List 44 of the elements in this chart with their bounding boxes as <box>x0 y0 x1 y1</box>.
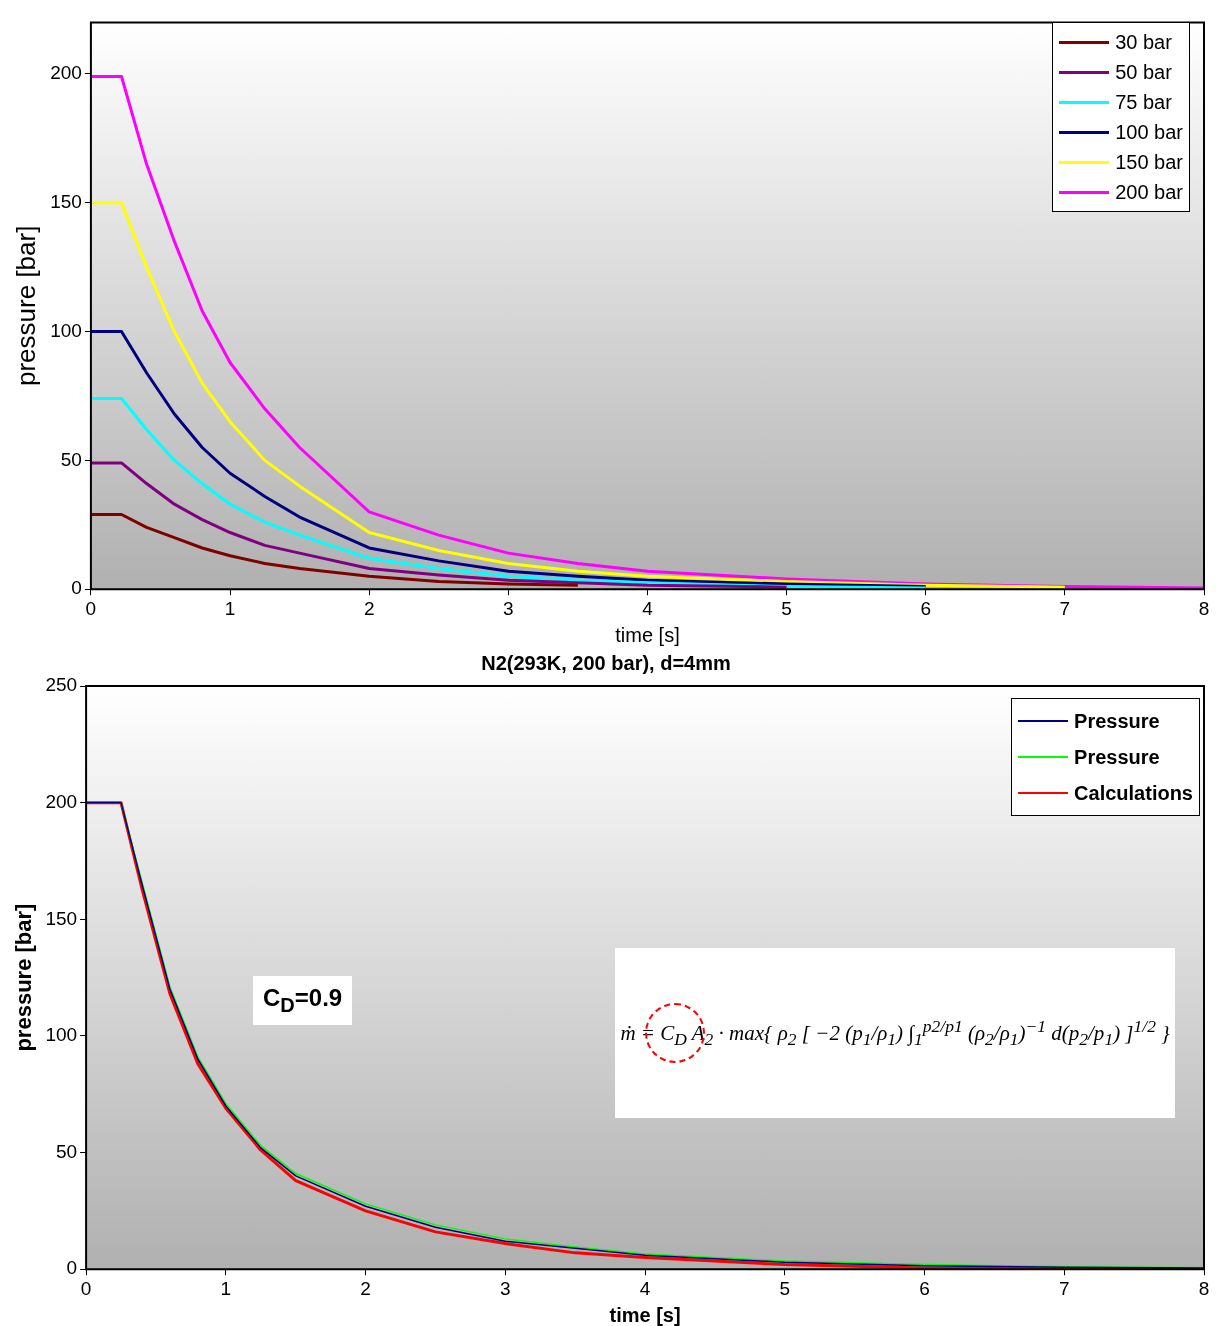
x-tick-label: 2 <box>360 1277 371 1299</box>
y-axis-title: pressure [bar] <box>11 903 37 1052</box>
x-tick-label: 7 <box>1058 1277 1070 1299</box>
y-tick-label: 100 <box>50 319 82 341</box>
y-tick-label: 50 <box>60 448 82 470</box>
y-tick-label: 200 <box>45 790 78 812</box>
y-tick-label: 200 <box>50 62 82 84</box>
x-tick-label: 6 <box>920 597 932 619</box>
y-tick-label: 150 <box>50 190 82 212</box>
formula-box: ṁ = C$_{D}$ A$_{2}$ · max{ ρ$_{2}$ [ −2 (p$_{1}$/ρ$_{1}$) ∫$_{1}$$^{p2/p1}$ (ρ$_{2}$/ρ$_{1}$)$^{−1}$ d(p$_{2}$/p$_{1}$) ]$^{1/2}$ } <box>615 948 1175 1118</box>
legend-label: 50 bar <box>1115 60 1172 85</box>
y-axis-title: pressure [bar] <box>10 225 41 386</box>
x-tick-label: 2 <box>363 597 375 619</box>
x-tick-label: 8 <box>1198 597 1210 619</box>
x-axis-title: time [s] <box>609 1303 681 1326</box>
y-tick-label: 250 <box>45 674 78 696</box>
x-tick-label: 4 <box>639 1277 651 1299</box>
x-tick-label: 0 <box>85 597 97 619</box>
legend-label: 75 bar <box>1115 90 1172 115</box>
legend-label: 200 bar <box>1115 180 1183 205</box>
legend-label: 30 bar <box>1115 30 1172 55</box>
legend-label: 100 bar <box>1115 120 1183 145</box>
label-box: C$_{D}$=0.9 <box>253 976 353 1025</box>
legend-label: Pressure <box>1074 745 1160 770</box>
x-tick-label: 8 <box>1198 1277 1210 1299</box>
x-tick-label: 1 <box>220 1277 232 1299</box>
x-tick-label: 3 <box>500 1277 511 1299</box>
legend-label: Pressure <box>1074 709 1160 734</box>
x-tick-label: 5 <box>781 597 792 619</box>
y-tick-label: 0 <box>71 577 82 599</box>
x-tick-label: 1 <box>224 597 236 619</box>
y-tick-label: 100 <box>45 1024 78 1046</box>
y-tick-label: 0 <box>66 1257 78 1279</box>
x-tick-label: 5 <box>779 1277 791 1299</box>
y-tick-label: 150 <box>45 907 78 929</box>
x-tick-label: 6 <box>919 1277 930 1299</box>
x-tick-label: 7 <box>1059 597 1071 619</box>
x-tick-label: 3 <box>503 597 514 619</box>
legend-label: 150 bar <box>1115 150 1183 175</box>
y-tick-label: 50 <box>55 1140 78 1162</box>
x-axis-title: time [s] <box>615 623 680 646</box>
chart-title: N2(293K, 200 bar), d=4mm <box>481 651 731 674</box>
x-tick-label: 4 <box>642 597 654 619</box>
legend-label: Calculations <box>1074 781 1193 806</box>
